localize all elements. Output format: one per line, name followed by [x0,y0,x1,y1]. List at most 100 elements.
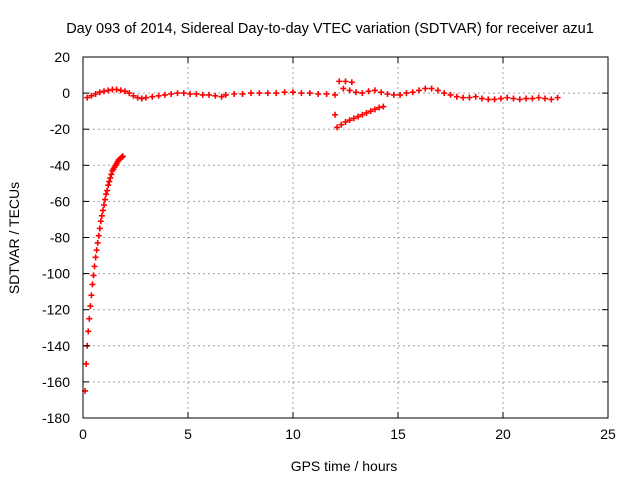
data-point [504,94,511,101]
axis-ticks [82,56,609,419]
data-point [554,94,561,101]
series-3 [334,103,387,131]
data-point [416,87,422,94]
data-point [510,95,517,102]
y-tick-label: -180 [42,410,70,426]
data-point [336,78,343,85]
y-tick-label: -40 [50,157,70,173]
data-point [199,91,206,98]
data-point [91,263,98,270]
data-point [380,103,387,110]
data-point [428,85,435,92]
data-point [193,91,200,98]
data-point [332,91,338,98]
data-point [403,90,410,97]
data-point [101,88,107,95]
data-point [96,89,103,96]
data-point [218,93,225,100]
data-point [108,171,115,178]
data-point [113,86,120,93]
data-point [306,90,313,97]
data-point [85,328,92,335]
data-point [98,212,105,219]
data-point [348,79,355,86]
data-point [460,94,467,101]
y-tick-label: -140 [42,338,70,354]
data-point [90,272,97,279]
data-point [422,85,429,92]
series-5 [340,85,561,103]
x-tick-label: 5 [184,426,192,442]
data-point [390,91,397,98]
data-point [101,202,107,209]
series-4 [336,78,355,86]
data-point [350,115,357,122]
data-point [149,93,156,100]
data-point [281,89,288,96]
data-point [453,93,460,100]
chart-title: Day 093 of 2014, Sidereal Day-to-day VTE… [66,21,594,37]
data-point [105,87,112,94]
x-tick-label: 0 [79,426,87,442]
data-point [332,111,338,118]
data-point [441,90,448,97]
data-point [138,95,145,102]
data-point [353,89,359,96]
data-point [89,281,96,288]
data-point [104,187,111,194]
data-point [409,89,416,96]
data-point [376,104,383,111]
data-point [107,174,114,181]
data-point [93,247,100,254]
data-point [548,96,555,103]
data-points [82,78,561,394]
y-tick-label: -20 [50,121,70,137]
data-point [273,90,280,97]
y-tick-label: -80 [50,230,70,246]
data-point [535,94,542,101]
x-tick-label: 20 [495,426,511,442]
data-point [95,232,102,239]
data-point [143,94,149,101]
data-point [86,315,93,322]
data-point [323,91,330,98]
data-point [367,108,374,115]
data-point [340,85,347,92]
data-point [84,94,91,101]
data-point [523,95,530,102]
data-point [87,303,94,310]
y-tick-labels: 20 0 -20 -40 -60 -80 -100 -120 -140 -160 -180 [42,49,70,426]
data-point [497,95,504,102]
data-point [130,92,137,99]
data-point [472,93,479,100]
y-tick-label: -100 [42,266,70,282]
data-point [359,90,366,97]
data-point [542,95,548,102]
data-point [491,96,498,103]
data-point [168,91,175,98]
data-point [88,292,95,299]
data-point [161,91,168,98]
data-point [96,225,103,232]
data-point [126,90,133,97]
data-point [529,95,536,102]
data-point [117,87,124,94]
series-1 [84,86,225,102]
data-point [342,78,349,85]
data-point [103,191,110,198]
data-point [363,109,370,116]
data-point [88,92,95,99]
data-point [102,196,109,203]
data-point [355,113,362,120]
data-point [479,95,485,102]
data-point [106,178,113,185]
data-point [359,111,366,118]
data-point [92,91,99,98]
data-point [180,90,187,97]
data-point [212,92,219,99]
y-tick-label: -120 [42,302,70,318]
data-point [346,87,353,94]
y-tick-label: -160 [42,374,70,390]
data-point [119,153,126,160]
